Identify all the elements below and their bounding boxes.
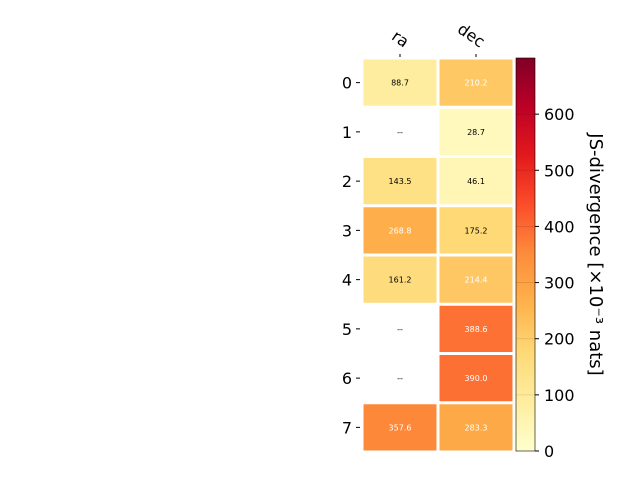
colorbar-tick-label: 100	[544, 386, 575, 405]
cell-value-label: --	[397, 325, 403, 334]
y-tick-label: 2	[342, 172, 352, 191]
y-tick-label: 0	[342, 74, 352, 93]
cell-value-label: 210.2	[465, 79, 488, 88]
cell-value-label: 388.6	[465, 325, 488, 334]
cell-value-label: 28.7	[467, 128, 485, 137]
y-tick-label: 4	[342, 271, 352, 290]
heatmap-cell	[439, 207, 513, 254]
cell-value-label: 88.7	[391, 79, 409, 88]
heatmap-cell	[363, 404, 437, 451]
colorbar-tick-label: 500	[544, 161, 575, 180]
heatmap-cell	[439, 256, 513, 303]
colorbar-gradient	[515, 57, 536, 452]
y-tick-label: 7	[342, 418, 352, 437]
colorbar-tick-label: 600	[544, 105, 575, 124]
x-tick-label: ra	[388, 26, 412, 51]
colorbar-tick-label: 200	[544, 330, 575, 349]
cell-value-label: 357.6	[389, 423, 412, 432]
heatmap-cell	[439, 355, 513, 402]
x-tick-label: dec	[454, 19, 488, 51]
heatmap-cell	[363, 207, 437, 254]
heatmap-cell	[363, 256, 437, 303]
heatmap-cell	[439, 158, 513, 205]
colorbar: 0 100 200 300 400 500 600 JS-divergence [×10⁻³ …	[515, 57, 606, 461]
cell-value-label: 268.8	[389, 226, 412, 235]
colorbar-label: JS-divergence [×10⁻³ nats]	[585, 132, 606, 375]
colorbar-tick-label: 400	[544, 217, 575, 236]
heatmap-cell	[363, 59, 437, 106]
cell-value-label: 390.0	[465, 374, 488, 383]
heatmap-cell	[439, 305, 513, 352]
heatmap-grid: 0 88.7 210.2 1 -- 28.7 2 143.5 46.1 3 268.8 175.2 4 1…	[342, 19, 518, 452]
cell-value-label: 175.2	[465, 226, 488, 235]
y-tick-label: 1	[342, 123, 352, 142]
y-tick-label: 6	[342, 369, 352, 388]
cell-value-label: --	[397, 128, 403, 137]
heatmap-cell	[439, 59, 513, 106]
cell-value-label: 46.1	[467, 177, 485, 186]
heatmap-cell	[439, 404, 513, 451]
y-tick-label: 5	[342, 320, 352, 339]
cell-value-label: 161.2	[389, 276, 412, 285]
cell-value-label: 283.3	[465, 423, 488, 432]
cell-value-label: 143.5	[389, 177, 412, 186]
y-tick-label: 3	[342, 221, 352, 240]
cell-value-label: 214.4	[465, 276, 488, 285]
heatmap-cell	[439, 108, 513, 155]
colorbar-tick-label: 0	[544, 442, 554, 461]
heatmap-cell	[363, 158, 437, 205]
cell-value-label: --	[397, 374, 403, 383]
colorbar-tick-label: 300	[544, 274, 575, 293]
